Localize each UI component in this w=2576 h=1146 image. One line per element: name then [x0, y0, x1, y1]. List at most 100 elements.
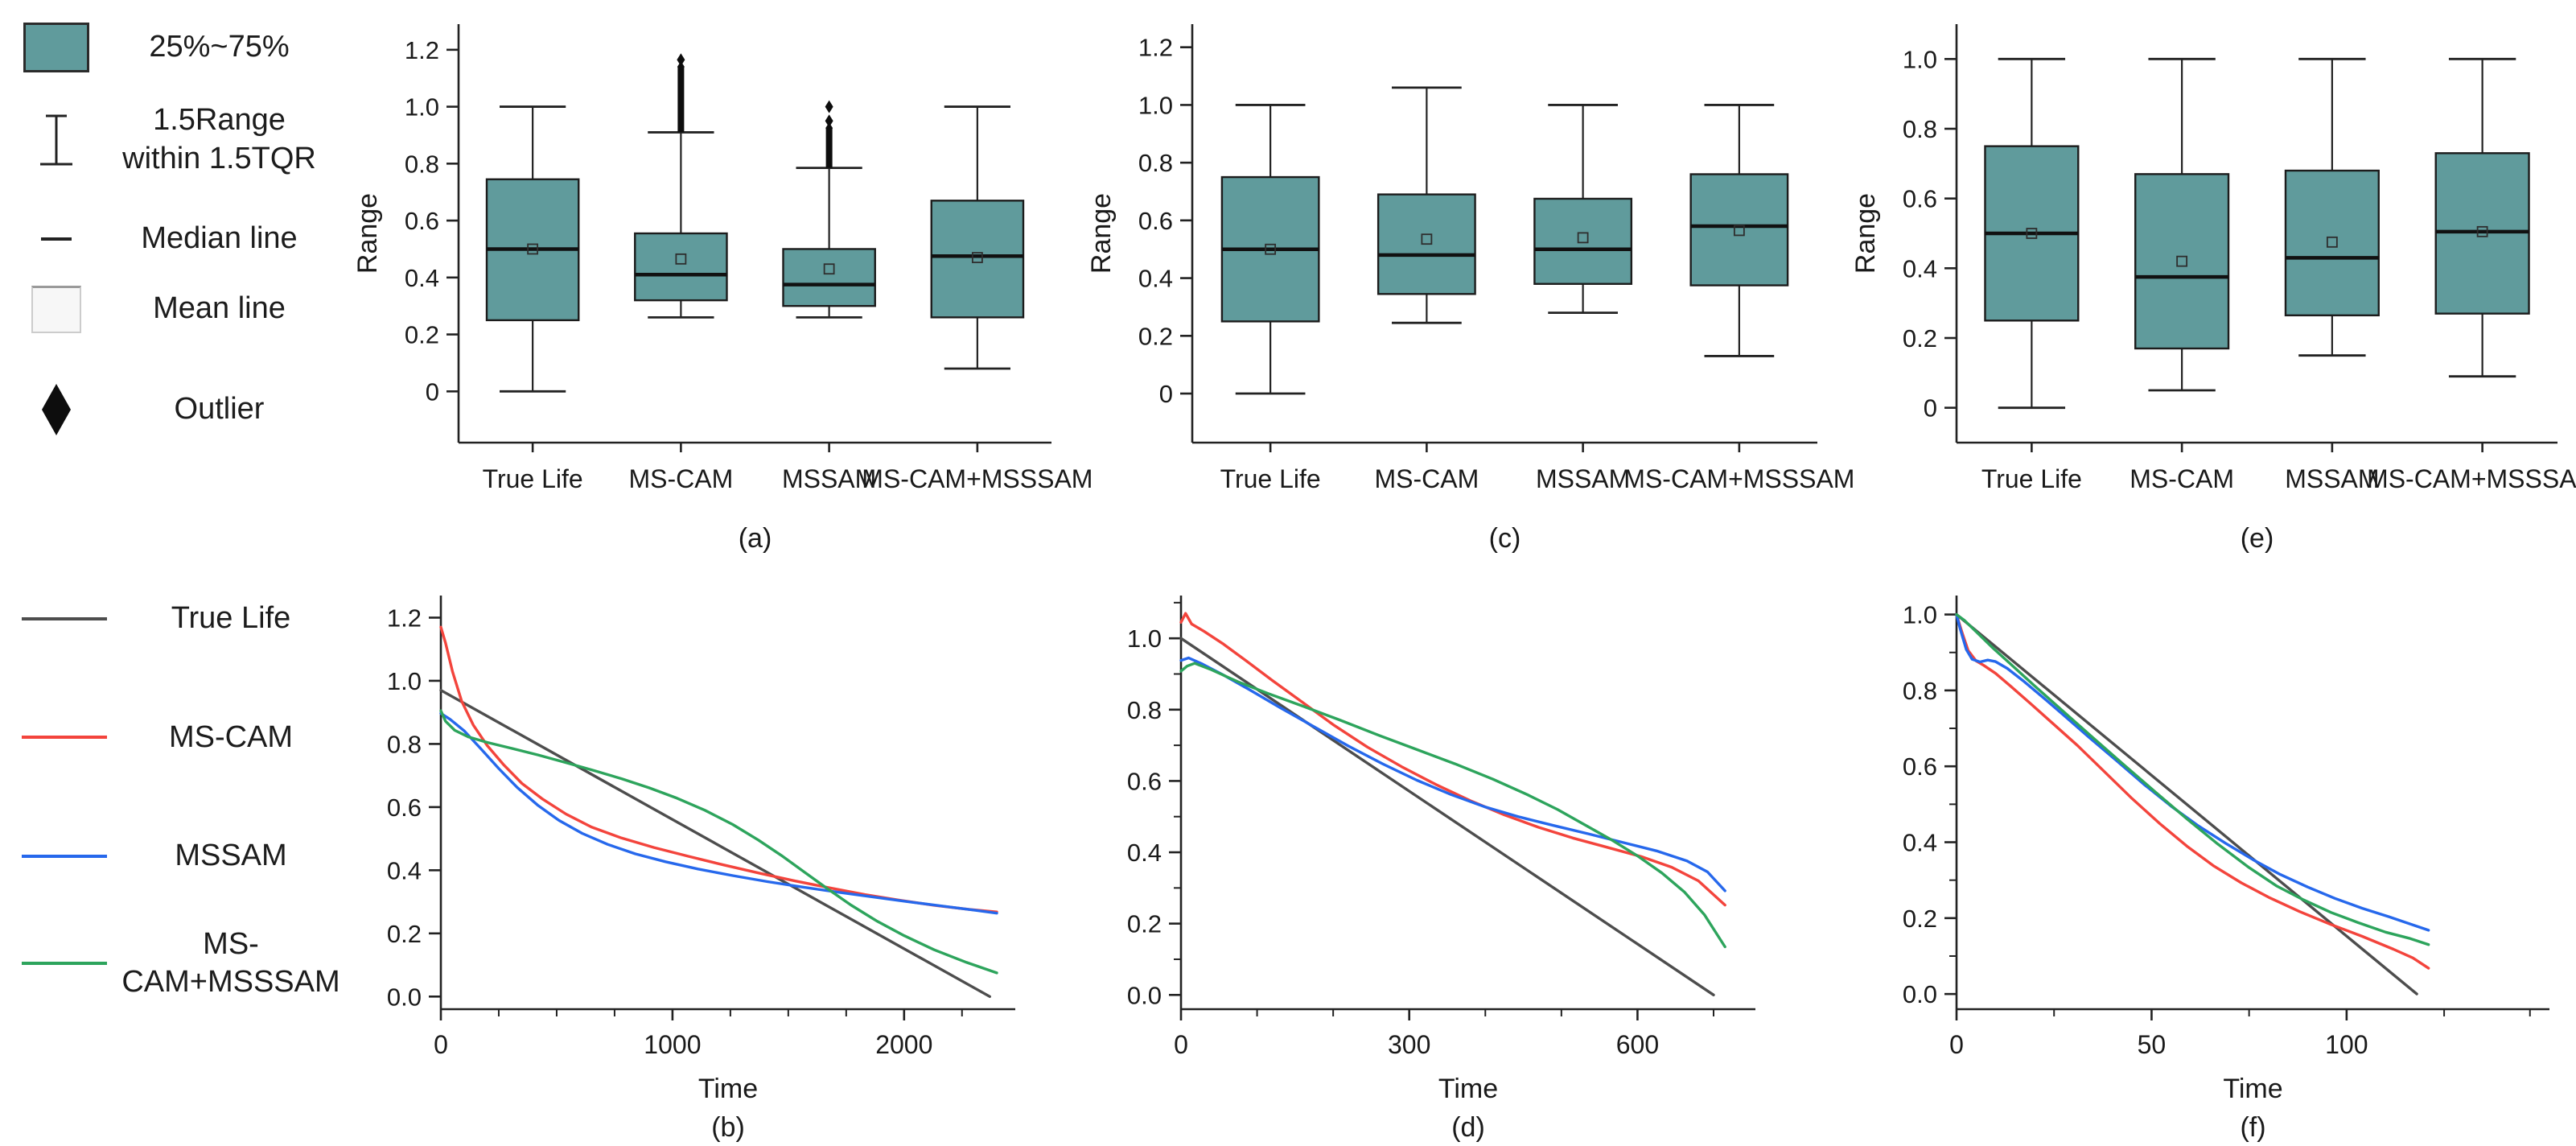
svg-text:2000: 2000 — [875, 1030, 932, 1059]
mean-marker — [527, 243, 539, 255]
ms-cam-msssam-line-icon — [10, 960, 118, 967]
chart-svg-a: 0 0.2 0.4 0.6 0.8 1.0 1.2 Range True Life MS-CAM M… — [352, 24, 1093, 554]
category-label: MS-CAM — [2130, 464, 2234, 493]
series-line-ms-cam-msssam — [1179, 662, 1726, 949]
series-line-ms-cam-msssam — [1955, 612, 2430, 946]
box-true-life — [1984, 57, 2080, 410]
category-label: MS-CAM — [628, 464, 733, 493]
axes — [429, 596, 1015, 1020]
iqr-box-icon — [16, 23, 97, 72]
svg-text:0.8: 0.8 — [1903, 115, 1937, 143]
box-ms-cam-msssam — [2434, 57, 2530, 378]
box-mssam — [2284, 57, 2380, 357]
box-ms-cam — [2134, 57, 2230, 392]
legend-label-true-life: True Life — [171, 601, 291, 635]
box-mssam — [782, 100, 876, 319]
svg-text:1.0: 1.0 — [1903, 601, 1937, 629]
svg-text:0.8: 0.8 — [387, 730, 422, 758]
iqr-box — [2284, 169, 2380, 317]
iqr-box — [1689, 173, 1789, 286]
svg-text:0.4: 0.4 — [405, 264, 439, 292]
box-true-life — [1220, 104, 1320, 395]
iqr-box — [930, 200, 1025, 319]
outlier-diamond-icon — [16, 381, 97, 438]
axes — [1180, 24, 1817, 452]
chart-svg-d: 0.0 0.2 0.4 0.6 0.8 1.0 0 300 600 Time (d) — [1127, 596, 1755, 1143]
legend-label-mean: Mean line — [153, 291, 286, 326]
box-true-life — [485, 105, 580, 393]
series-line-mssam — [1955, 612, 2430, 932]
svg-text:0.0: 0.0 — [1127, 981, 1162, 1009]
mean-marker — [823, 263, 835, 275]
legend-item-true-life: True Life — [10, 600, 344, 638]
legend-label-ms-cam: MS-CAM — [168, 719, 294, 754]
y-axis-label: Range — [1086, 193, 1117, 274]
category-label: MS-CAM+MSSSAM — [2367, 464, 2576, 493]
iqr-box — [782, 248, 876, 307]
chart-svg-f: 0.0 0.2 0.4 0.6 0.8 1.0 0 50 100 Time (f) — [1903, 596, 2549, 1143]
mean-marker — [1577, 232, 1589, 244]
svg-text:0: 0 — [1949, 1030, 1964, 1059]
linechart-panel-b: 0.0 0.2 0.4 0.6 0.8 1.0 1.2 0 1000 2000 Time (b) — [344, 573, 1038, 1144]
svg-text:1.2: 1.2 — [405, 36, 439, 64]
svg-text:0.4: 0.4 — [1903, 829, 1937, 857]
box-mssam — [1533, 104, 1633, 315]
legend-label-median: Median line — [141, 221, 298, 255]
svg-text:0.6: 0.6 — [1138, 207, 1173, 235]
panel-caption: (d) — [1451, 1112, 1485, 1143]
svg-text:0.4: 0.4 — [387, 856, 422, 884]
linechart-panel-d: 0.0 0.2 0.4 0.6 0.8 1.0 0 300 600 Time (d) — [1084, 573, 1778, 1144]
x-axis-label: Time — [1438, 1074, 1498, 1104]
legend-item-whisker: 1.5Range within 1.5TQR — [16, 101, 342, 178]
outlier-diamond — [677, 53, 685, 67]
series-line-true-life — [439, 689, 991, 998]
category-label: True Life — [1220, 464, 1321, 493]
ms-cam-line-icon — [10, 734, 118, 740]
svg-text:0.4: 0.4 — [1903, 254, 1937, 282]
iqr-box — [1533, 197, 1633, 285]
svg-text:0.8: 0.8 — [1138, 149, 1173, 177]
svg-text:0.8: 0.8 — [405, 150, 439, 178]
svg-text:1000: 1000 — [644, 1030, 701, 1059]
svg-text:0.8: 0.8 — [1127, 696, 1162, 724]
legend-label-iqr: 25%~75% — [149, 30, 290, 64]
box-ms-cam — [1376, 86, 1476, 324]
chart-svg-e: 0 0.2 0.4 0.6 0.8 1.0 Range True Life MS-CAM MSSA… — [1850, 24, 2576, 554]
y-axis-label: Range — [1850, 193, 1881, 274]
mean-marker — [2476, 225, 2488, 237]
svg-text:100: 100 — [2325, 1030, 2368, 1059]
mean-marker — [1733, 225, 1745, 237]
mean-marker — [2176, 255, 2188, 267]
panel-caption: (b) — [711, 1112, 745, 1143]
series-line-mssam — [439, 711, 998, 915]
svg-text:0: 0 — [1924, 394, 1937, 423]
y-axis-label: Range — [352, 193, 383, 274]
panel-caption: (c) — [1489, 523, 1521, 554]
svg-text:0.0: 0.0 — [387, 983, 422, 1011]
svg-text:0.2: 0.2 — [405, 321, 439, 349]
mean-marker — [971, 252, 983, 263]
svg-text:0.6: 0.6 — [405, 207, 439, 235]
category-label: MS-CAM+MSSSAM — [1623, 464, 1854, 493]
svg-text:0: 0 — [434, 1030, 448, 1059]
svg-text:0.2: 0.2 — [1903, 324, 1937, 352]
legend-label-whisker: 1.5Range within 1.5TQR — [122, 103, 316, 175]
svg-text:0.2: 0.2 — [1903, 905, 1937, 933]
series-line-true-life — [1955, 612, 2418, 996]
line-series-legend: True Life MS-CAM MSSAM MS- CAM+MSSSAM — [10, 592, 344, 1002]
category-label: MSSAM — [1536, 464, 1630, 493]
x-axis-label: Time — [698, 1074, 758, 1104]
whisker-icon — [16, 109, 97, 171]
legend-item-ms-cam: MS-CAM — [10, 719, 344, 757]
legend-item-mean: Mean line — [16, 285, 342, 333]
svg-text:50: 50 — [2138, 1030, 2167, 1059]
svg-text:0.6: 0.6 — [1903, 185, 1937, 213]
axes — [1169, 596, 1755, 1020]
svg-text:0.0: 0.0 — [1903, 980, 1937, 1008]
mean-marker — [675, 253, 687, 265]
svg-text:0.6: 0.6 — [1127, 767, 1162, 795]
svg-text:0.6: 0.6 — [387, 794, 422, 822]
legend-label-ms-cam-msssam: MS- CAM+MSSSAM — [121, 926, 340, 1000]
legend-item-mssam: MSSAM — [10, 837, 344, 876]
axes — [1944, 596, 2549, 1020]
